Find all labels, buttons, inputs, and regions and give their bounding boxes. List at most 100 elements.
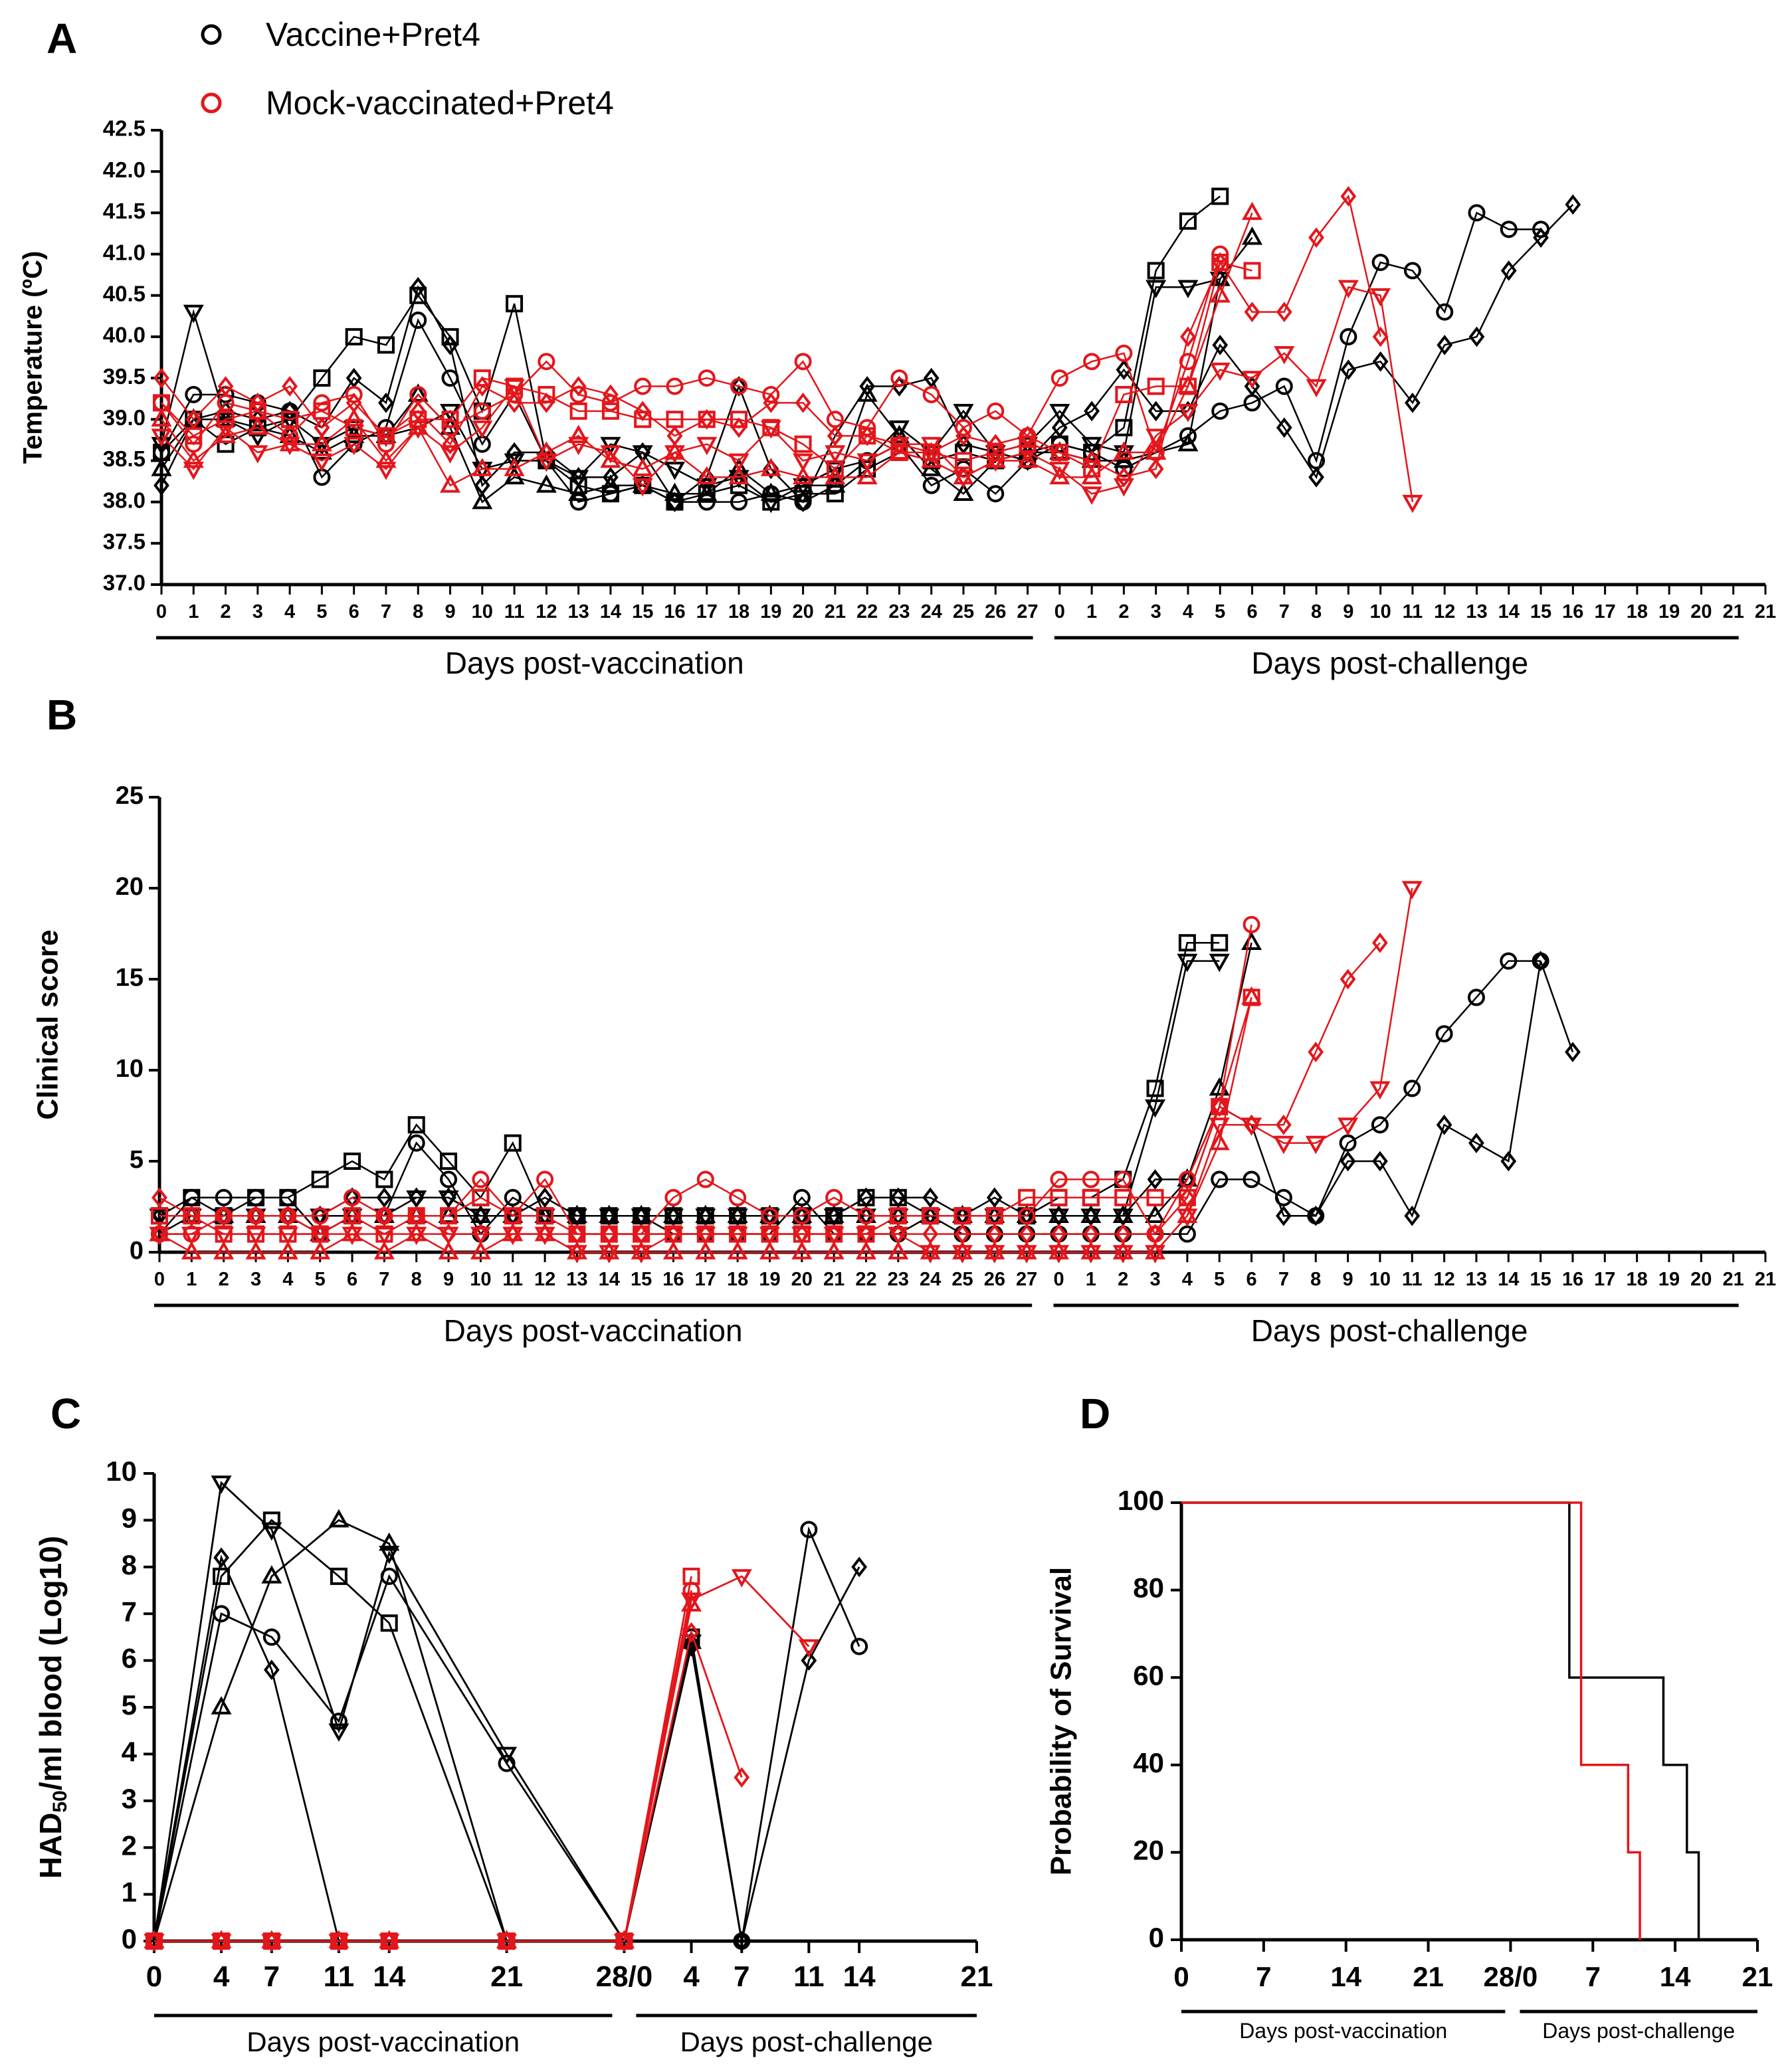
x-tick-label: 10	[1369, 1269, 1391, 1290]
x-tick-label: 2	[219, 1269, 229, 1290]
data-point	[890, 1224, 906, 1244]
data-point	[1533, 227, 1549, 248]
data-point	[1372, 351, 1389, 372]
x-tick-label: 4	[284, 601, 295, 622]
x-tick-label: 21	[1742, 1961, 1773, 1992]
x-tick-label: 14	[1498, 601, 1520, 622]
data-point	[666, 377, 684, 395]
x-tick-label: 15	[1530, 601, 1551, 622]
data-point	[185, 409, 202, 430]
data-point	[249, 393, 266, 413]
data-point	[311, 453, 332, 472]
data-point	[890, 1187, 906, 1208]
data-point	[211, 1696, 232, 1715]
group-label-1: Days post-challenge	[680, 2026, 933, 2057]
x-tick-label: 8	[411, 1269, 422, 1290]
series-line-9	[159, 942, 1381, 1236]
data-point	[498, 1930, 515, 1952]
data-point	[698, 369, 716, 387]
data-point	[1372, 932, 1388, 953]
data-point	[263, 1659, 280, 1681]
data-point	[921, 449, 942, 468]
data-point	[442, 334, 458, 355]
x-tick-label: 1	[1086, 1269, 1096, 1290]
panel-letter-d: D	[1080, 1390, 1110, 1438]
data-point	[1273, 1135, 1294, 1155]
data-point	[696, 466, 718, 485]
series-line-8	[161, 286, 1414, 502]
x-tick-label: 14	[1660, 1961, 1691, 1992]
x-tick-label: 0	[1054, 601, 1065, 622]
data-point	[1177, 375, 1199, 394]
x-tick-label: 20	[792, 601, 813, 622]
data-point	[634, 377, 652, 395]
data-point	[1179, 212, 1197, 230]
data-point	[1211, 1171, 1229, 1188]
data-point	[632, 478, 653, 497]
x-tick-label: 11	[1402, 1269, 1423, 1290]
series-line-0	[159, 960, 1541, 1236]
data-point	[1340, 1151, 1356, 1172]
data-point	[825, 466, 846, 485]
data-point	[474, 475, 490, 496]
data-point	[793, 1207, 811, 1225]
data-point	[1211, 1096, 1228, 1117]
data-point	[245, 1226, 266, 1246]
x-tick-label: 2	[1118, 601, 1129, 622]
legend: Vaccine+Pret4 Mock-vaccinated+Pret4	[201, 16, 614, 122]
data-point	[600, 445, 621, 464]
x-tick-label: 7	[734, 1960, 749, 1993]
y-axis-title: Clinical score	[32, 929, 64, 1119]
x-tick-label: 11	[324, 1960, 355, 1993]
data-point	[568, 482, 589, 501]
data-point	[376, 1205, 393, 1226]
data-point	[793, 1224, 810, 1244]
series-line-4	[159, 961, 1574, 1218]
x-tick-label: 15	[1530, 1269, 1551, 1290]
x-tick-label: 5	[316, 601, 327, 622]
data-point	[1243, 1171, 1260, 1188]
x-tick-label: 11	[502, 1269, 523, 1290]
data-point	[1112, 1245, 1134, 1264]
x-tick-label: 28/0	[596, 1960, 653, 1993]
survival-curve-vaccine	[1181, 1501, 1700, 1940]
data-point	[859, 376, 876, 397]
data-point	[850, 1638, 868, 1655]
data-point	[1082, 1224, 1099, 1244]
x-tick-label: 16	[664, 601, 685, 622]
data-point	[827, 425, 843, 446]
data-point	[888, 1208, 909, 1227]
data-point	[377, 336, 395, 354]
data-point	[1083, 353, 1101, 371]
data-point	[1338, 280, 1359, 299]
data-point	[183, 462, 204, 480]
data-point	[311, 1171, 329, 1188]
data-point	[953, 1207, 971, 1225]
x-tick-label: 10	[470, 1269, 491, 1290]
data-point	[1050, 369, 1068, 387]
y-tick-label: 37.5	[103, 529, 146, 554]
x-tick-label: 25	[953, 601, 974, 622]
data-point	[1179, 1187, 1195, 1208]
data-point	[498, 1754, 516, 1772]
x-tick-label: 17	[696, 601, 718, 622]
data-point	[1179, 353, 1197, 371]
data-point	[987, 434, 1004, 454]
series-line-5	[159, 924, 1252, 1236]
data-point	[1403, 262, 1421, 280]
data-point	[727, 1241, 748, 1260]
data-point	[1243, 1114, 1260, 1135]
data-point	[1016, 1245, 1037, 1264]
x-tick-label: 0	[1173, 1961, 1189, 1992]
data-point	[440, 1207, 458, 1225]
data-point	[151, 428, 172, 447]
data-point	[1115, 344, 1133, 362]
y-tick-label: 5	[122, 1689, 137, 1721]
data-point	[282, 376, 298, 397]
panel-a-temperature-chart: 37.0 37.5 38.0 38.5 39.0 39.5 40.0 40.5 41.0 41.5…	[19, 116, 1777, 680]
data-point	[888, 1241, 909, 1260]
data-point	[373, 1241, 395, 1260]
legend-marker-1	[201, 92, 222, 114]
y-tick-label: 0	[130, 1237, 144, 1265]
